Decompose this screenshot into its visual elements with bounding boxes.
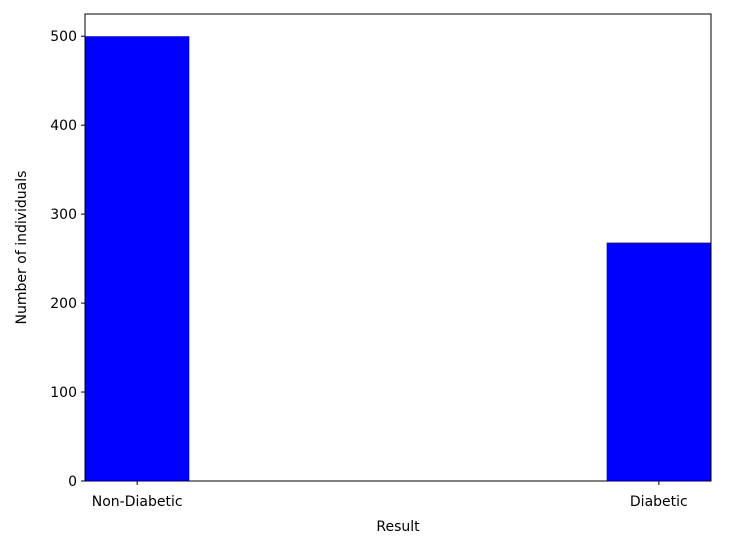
y-tick-label: 300 (50, 207, 77, 223)
plot-area-frame (84, 13, 712, 482)
x-tick-label: Diabetic (630, 494, 688, 510)
bars-group (85, 36, 711, 482)
y-tick-label: 100 (50, 385, 77, 401)
y-axis-ticks: 0 100 200 300 400 500 (50, 29, 85, 490)
x-tick-label: Non-Diabetic (92, 494, 183, 510)
x-axis-ticks: Non-Diabetic Diabetic (92, 481, 688, 510)
bar-diabetic (606, 242, 711, 481)
y-tick-label: 0 (68, 474, 77, 490)
y-tick-label: 500 (50, 29, 77, 45)
bar-non-diabetic (85, 36, 190, 482)
y-tick-label: 200 (50, 296, 77, 312)
y-axis-label: Number of individuals (14, 171, 30, 325)
x-axis-label: Result (376, 519, 420, 535)
y-tick-label: 400 (50, 118, 77, 134)
